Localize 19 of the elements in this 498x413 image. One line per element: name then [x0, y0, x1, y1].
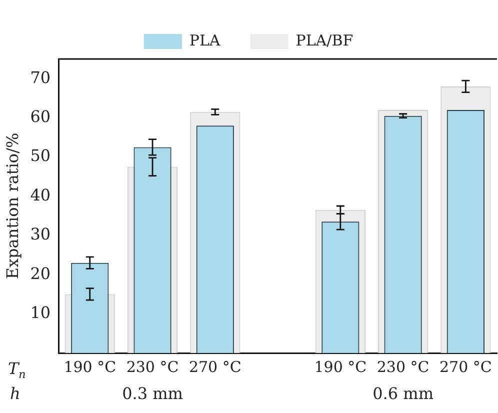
x-tick-label: 190 °C	[64, 358, 116, 376]
y-tick-label: 30	[30, 224, 51, 244]
text: 0.3 mm	[122, 384, 183, 404]
y-axis-title: Expantion ratio/%	[2, 132, 22, 280]
x-tick-label: 190 °C	[314, 358, 367, 376]
y-tick-label: 20	[30, 264, 51, 283]
text: h	[10, 384, 20, 404]
y-tick-label: 60	[30, 106, 51, 126]
x-tick-label: 270 °C	[439, 358, 492, 376]
x-tick-label: 230 °C	[376, 358, 430, 376]
x-tick-label: 270 °C	[188, 358, 242, 376]
x-tick-label: 230 °C	[126, 358, 179, 376]
y-tick-label: 50	[30, 146, 51, 166]
legend-label: PLA/BF	[296, 31, 354, 50]
y-tick-label: 70	[30, 68, 51, 87]
text: 0.6 mm	[372, 384, 434, 404]
legend-label: PLA	[189, 31, 220, 50]
y-tick-label: 10	[30, 302, 51, 322]
y-tick-label: 40	[30, 185, 51, 204]
